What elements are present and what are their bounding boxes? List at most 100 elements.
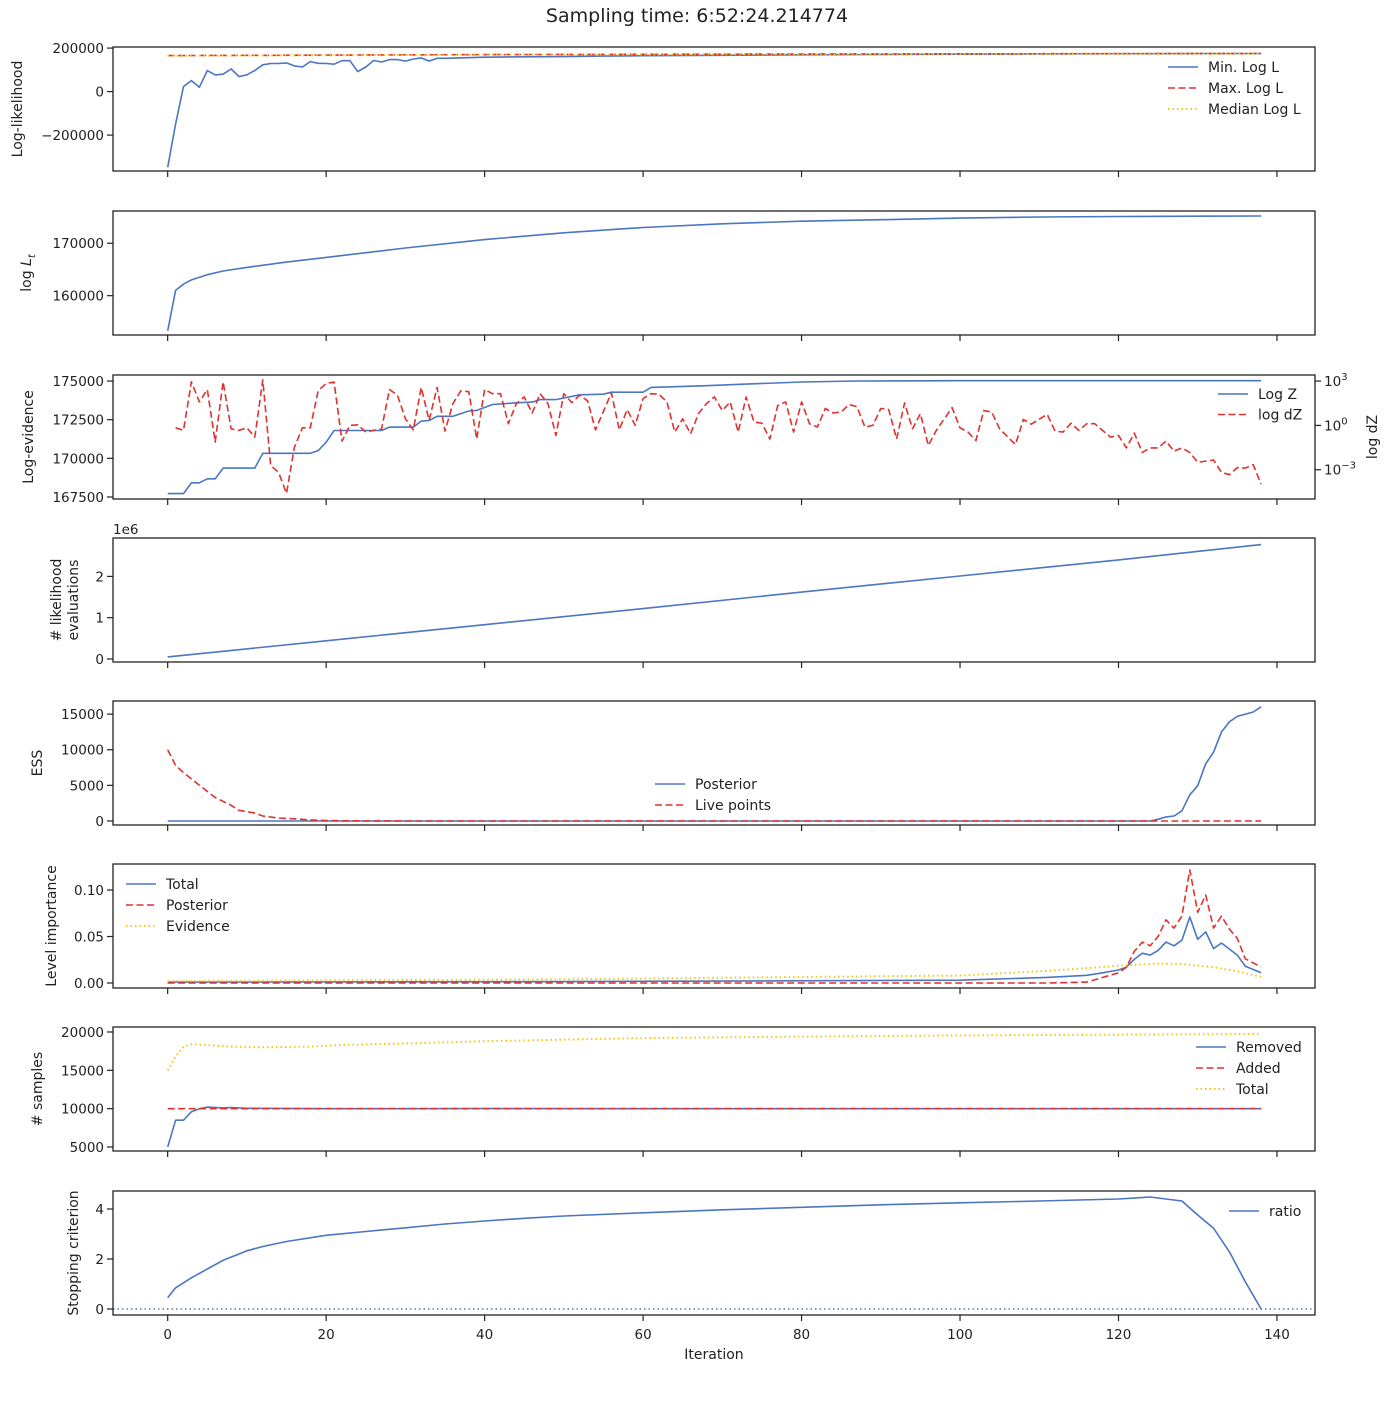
- panel-6: 0.00 0.05 0.10 Level importance Total Posteri…: [44, 863, 1316, 994]
- offset-label: 1e6: [113, 522, 138, 538]
- y-tick-label: 2: [95, 1252, 104, 1268]
- y-tick-label: 0.05: [74, 930, 104, 946]
- y2-tick-label: 10−3: [1324, 461, 1356, 479]
- x-tick-label: 60: [634, 1327, 651, 1343]
- legend: Log Z log dZ: [1218, 387, 1302, 424]
- y-tick-label: 172500: [52, 413, 104, 429]
- y-axis-label: log Lt: [19, 253, 38, 292]
- y-tick-label: 1: [95, 611, 104, 627]
- x-tick-label: 120: [1106, 1327, 1132, 1343]
- axes-frame: [112, 1190, 1316, 1316]
- y-tick-label: 5000: [70, 778, 104, 794]
- legend-label: Evidence: [166, 919, 230, 935]
- y-axis-label: Level importance: [44, 865, 60, 986]
- legend-label: Total: [1235, 1082, 1269, 1098]
- figure-title: Sampling time: 6:52:24.214774: [546, 5, 848, 27]
- y-tick-label: 170000: [52, 236, 104, 252]
- series-line-line: [166, 215, 1262, 331]
- y-tick-label: 170000: [52, 451, 104, 467]
- legend-label: log dZ: [1258, 408, 1302, 424]
- y-tick-label: 10000: [61, 743, 104, 759]
- series-line-min-log-l: [166, 52, 1262, 168]
- y-tick-label: 2: [95, 569, 104, 585]
- legend-label: Total: [165, 877, 199, 893]
- panel-4: 0 1 2 1e6 # likelihood evaluations: [49, 522, 1316, 668]
- y-tick-label: 0: [95, 814, 104, 830]
- x-tick-label: 100: [947, 1327, 973, 1343]
- series-line-log-dz: [175, 379, 1262, 495]
- x-tick-label: 140: [1264, 1327, 1290, 1343]
- series-line-live-points: [166, 749, 1262, 822]
- legend: ratio: [1229, 1204, 1301, 1220]
- legend-label: Posterior: [695, 777, 757, 793]
- axes-frame: [112, 537, 1316, 663]
- y-tick-label: 175000: [52, 374, 104, 390]
- legend: Removed Added Total: [1196, 1040, 1302, 1098]
- y-tick-label: 15000: [61, 1063, 104, 1079]
- y-tick-label: 0: [95, 1302, 104, 1318]
- y2-axis-label: log dZ: [1365, 415, 1381, 459]
- panel-1: −200000 0 200000 Log-likelihood Min. Log L Ma…: [10, 41, 1316, 177]
- y-axis-label: # samples: [30, 1052, 46, 1126]
- y-axis-label: # likelihood: [49, 559, 65, 642]
- series-line-removed: [166, 1106, 1262, 1148]
- x-axis-label: Iteration: [684, 1347, 743, 1363]
- axes-frame: [112, 700, 1316, 826]
- legend: Total Posterior Evidence: [126, 877, 230, 935]
- legend: Posterior Live points: [655, 777, 771, 814]
- legend-label: Log Z: [1258, 387, 1297, 403]
- legend-label: Added: [1236, 1061, 1281, 1077]
- series-line-ratio: [167, 1196, 1262, 1310]
- x-tick-label: 80: [793, 1327, 810, 1343]
- axes-frame: [112, 374, 1316, 500]
- y-axis-label: Log-likelihood: [10, 61, 26, 158]
- series-line-posterior: [167, 706, 1262, 822]
- legend-label: Removed: [1236, 1040, 1302, 1056]
- y-tick-label: 0: [95, 652, 104, 668]
- legend-label: Max. Log L: [1208, 81, 1283, 97]
- y-tick-label: 20000: [61, 1025, 104, 1041]
- y-tick-label: 5000: [70, 1140, 104, 1156]
- x-tick-label: 40: [476, 1327, 493, 1343]
- series-line-total: [166, 1032, 1262, 1071]
- y-axis-label: evaluations: [66, 560, 82, 641]
- legend: Min. Log L Max. Log L Median Log L: [1168, 60, 1301, 118]
- panel-7: 5000 10000 15000 20000 # samples Removed Added…: [30, 1025, 1316, 1157]
- panel-3: 167500 170000 172500 175000 103 100 10−3 log dZ…: [21, 372, 1381, 506]
- axes-frame: [112, 1026, 1316, 1152]
- axes-frame: [112, 863, 1316, 989]
- y-tick-label: 200000: [52, 41, 104, 57]
- legend-label: Median Log L: [1208, 102, 1301, 118]
- legend-label: ratio: [1269, 1204, 1301, 1220]
- y-axis-label: Log-evidence: [21, 390, 37, 484]
- axes-frame: [112, 210, 1316, 336]
- axes-frame: [112, 46, 1316, 172]
- series-line-log-z: [167, 379, 1262, 495]
- y2-tick-label: 100: [1324, 416, 1348, 434]
- y-tick-label: 167500: [52, 490, 104, 506]
- series-line-median-log-l: [167, 52, 1262, 57]
- series-line-line: [167, 543, 1262, 658]
- y-tick-label: 160000: [52, 289, 104, 305]
- series-line-posterior: [167, 869, 1262, 984]
- y-tick-label: 10000: [61, 1102, 104, 1118]
- legend-label: Posterior: [166, 898, 228, 914]
- panel-5: 0 5000 10000 15000 ESS Posterior Live points: [30, 700, 1316, 831]
- y-tick-label: 0: [95, 85, 104, 101]
- y2-tick-label: 103: [1324, 372, 1348, 390]
- y-tick-label: 0.00: [74, 976, 104, 992]
- y-tick-label: 15000: [61, 707, 104, 723]
- x-tick-label: 0: [163, 1327, 172, 1343]
- y-tick-label: 4: [95, 1202, 104, 1218]
- y-axis-label: ESS: [30, 750, 46, 777]
- y-axis-label: Stopping criterion: [66, 1190, 82, 1315]
- legend-label: Live points: [695, 798, 771, 814]
- legend-label: Min. Log L: [1208, 60, 1279, 76]
- panel-2: 160000 170000 log Lt: [19, 210, 1316, 341]
- y-tick-label: −200000: [41, 128, 104, 144]
- series-line-total: [167, 916, 1262, 983]
- x-tick-label: 20: [318, 1327, 335, 1343]
- y-tick-label: 0.10: [74, 883, 104, 899]
